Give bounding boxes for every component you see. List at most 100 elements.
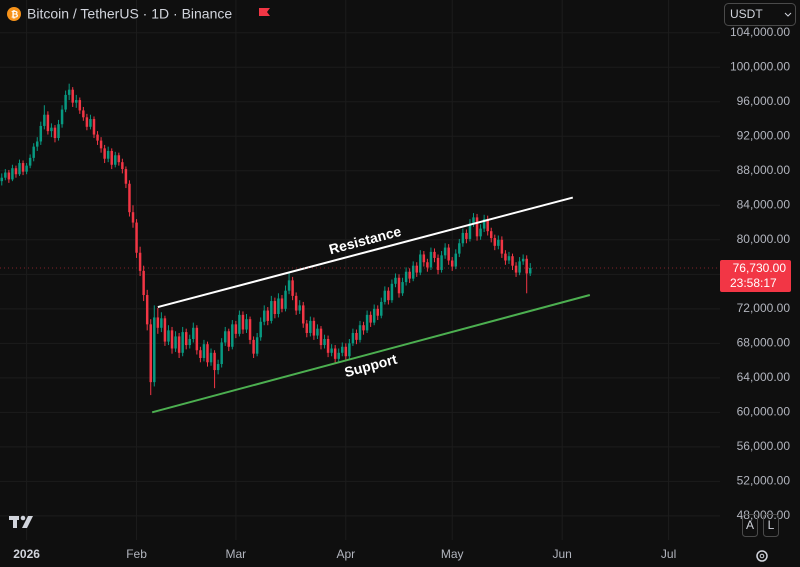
candle-body — [220, 342, 223, 365]
x-tick-label: Jun — [552, 547, 571, 561]
candle-body — [128, 183, 131, 213]
y-tick-label: 96,000.00 — [737, 94, 791, 108]
candle-body — [365, 314, 369, 331]
candle-body — [110, 150, 113, 165]
x-tick-label: Feb — [126, 547, 147, 561]
candle-body — [255, 337, 259, 354]
candle-body — [21, 163, 25, 172]
candle-body — [443, 247, 447, 256]
trendline — [151, 294, 591, 414]
candle-body — [383, 290, 387, 302]
settings-icon[interactable] — [756, 550, 768, 562]
candle-body — [192, 327, 195, 340]
candle-body — [341, 346, 344, 353]
symbol-title: Bitcoin / TetherUS · 1D · Binance — [27, 6, 232, 22]
candle-body — [390, 283, 394, 301]
candle-body — [124, 169, 128, 184]
time-axis-bg — [0, 541, 800, 567]
candle-body — [213, 352, 216, 371]
candle-body — [92, 119, 96, 135]
last-price-box — [720, 260, 791, 293]
y-tick-label: 72,000.00 — [737, 301, 791, 315]
trendline — [157, 196, 574, 309]
candle-body — [167, 330, 170, 342]
y-tick-label: 92,000.00 — [737, 128, 791, 142]
candle-body — [333, 348, 337, 359]
candle-body — [57, 124, 60, 139]
candle-body — [408, 271, 411, 279]
log-label[interactable]: L — [768, 518, 775, 532]
currency-label[interactable]: USDT — [730, 7, 763, 21]
candle-body — [238, 314, 241, 334]
candle-body — [397, 277, 401, 294]
candle-body — [394, 277, 397, 284]
candle-body — [387, 290, 390, 301]
y-tick-label: 104,000.00 — [730, 25, 790, 39]
candle-body — [60, 109, 64, 125]
candle-body — [7, 172, 11, 180]
candle-body — [82, 110, 85, 118]
candle-body — [234, 324, 238, 334]
candle-body — [465, 232, 468, 239]
candle-body — [305, 323, 309, 333]
candle-body — [163, 318, 167, 342]
auto-label[interactable]: A — [746, 518, 754, 532]
candle-body — [426, 262, 429, 268]
candle-body — [309, 320, 312, 333]
grid — [0, 0, 720, 540]
candle-body — [497, 239, 500, 246]
candle-body — [0, 177, 4, 182]
candle-body — [291, 280, 294, 296]
auto-button[interactable] — [742, 514, 758, 537]
candle-body — [145, 295, 149, 325]
candle-body — [121, 162, 124, 170]
y-tick-label: 100,000.00 — [730, 59, 790, 73]
candle-body — [188, 339, 191, 346]
candle-body — [493, 238, 497, 246]
candle-body — [78, 100, 82, 111]
candle-body — [475, 217, 479, 237]
settings-icon-core — [759, 553, 765, 559]
candle-body — [326, 339, 330, 353]
candle-body — [351, 332, 355, 344]
candle-body — [429, 251, 433, 268]
candle-body — [99, 140, 103, 149]
candle-body — [231, 324, 234, 347]
candle-body — [355, 332, 358, 340]
candle-body — [337, 352, 340, 359]
candle-body — [252, 339, 255, 354]
candle-body — [319, 328, 323, 346]
candle-body — [241, 314, 245, 330]
x-tick-label: Apr — [336, 547, 355, 561]
candle-body — [67, 89, 71, 95]
candle-body — [411, 265, 415, 279]
candle-body — [245, 319, 248, 330]
candle-body — [223, 331, 227, 343]
candle-body — [149, 324, 152, 383]
candle-body — [500, 239, 504, 254]
candle-body — [422, 254, 426, 263]
candle-body — [472, 217, 475, 224]
tv-logo — [9, 515, 33, 528]
y-tick-label: 88,000.00 — [737, 163, 791, 177]
candle-body — [199, 350, 202, 358]
candle-body — [529, 268, 532, 274]
candle-body — [277, 298, 280, 314]
candle-body — [511, 256, 514, 266]
log-button[interactable] — [763, 514, 779, 537]
candle-body — [312, 320, 316, 336]
candle-body — [262, 310, 266, 322]
bitcoin-icon — [7, 7, 21, 21]
currency-button[interactable] — [724, 3, 796, 26]
candle-body — [85, 117, 89, 127]
candle-body — [348, 343, 351, 357]
candle-body — [153, 317, 156, 383]
countdown-label: 23:58:17 — [730, 276, 777, 290]
candle-body — [202, 344, 206, 358]
candle-body — [447, 247, 450, 261]
flag-icon — [259, 8, 270, 16]
candle-body — [450, 260, 454, 267]
candle-body — [358, 325, 362, 340]
y-tick-label: 84,000.00 — [737, 197, 791, 211]
